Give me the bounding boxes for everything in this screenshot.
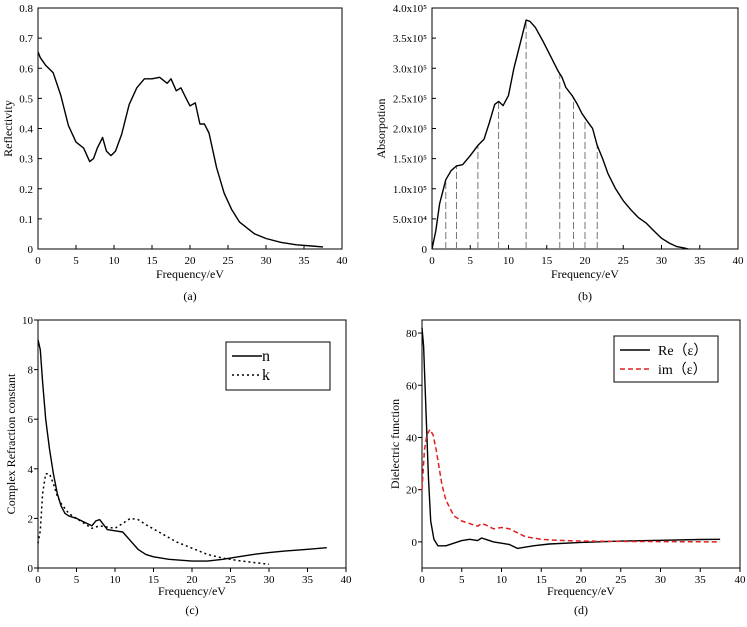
series-line-d-1 xyxy=(421,428,721,543)
x-tick-label: 5 xyxy=(459,574,465,586)
y-tick-label: 20 xyxy=(406,485,418,497)
chart-panel-b: 0 5 10 15 20 25 30 35 40 0 5.0x10⁴ 1.0x10⁵ 1.5x10⁵ 2.… xyxy=(374,3,744,303)
x-tick-label: 20 xyxy=(185,255,197,267)
x-tick-label: 20 xyxy=(580,255,592,267)
x-tick-label: 10 xyxy=(110,574,122,586)
y-tick-label: 10 xyxy=(22,315,34,327)
x-tick-label: 0 xyxy=(35,574,41,586)
y-tick-label: 1.0x10⁵ xyxy=(393,184,427,196)
chart-panel-c: 0 5 10 15 20 25 30 35 40 0 2 4 6 8 10 Frequency/eV Compl… xyxy=(4,315,352,617)
panel-caption: (b) xyxy=(578,289,592,303)
y-tick-label: 0.1 xyxy=(19,214,33,226)
x-tick-label: 25 xyxy=(618,255,630,267)
x-tick-label: 25 xyxy=(225,574,237,586)
x-axis-title: Frequency/eV xyxy=(547,584,615,598)
x-tick-label: 30 xyxy=(264,574,276,586)
x-tick-label: 30 xyxy=(655,574,667,586)
y-tick-label: 0.5 xyxy=(19,93,33,105)
panel-caption: (d) xyxy=(574,603,588,617)
x-tick-label: 35 xyxy=(299,255,311,267)
y-tick-label: 1.5x10⁵ xyxy=(393,154,427,166)
y-tick-label: 0.2 xyxy=(19,184,33,196)
x-axis-title: Frequency/eV xyxy=(158,584,226,598)
legend-label: im（ε） xyxy=(658,362,707,378)
x-tick-label: 25 xyxy=(223,255,235,267)
panel-caption: (c) xyxy=(185,603,198,617)
x-tick-label: 40 xyxy=(733,255,745,267)
x-tick-label: 10 xyxy=(503,255,515,267)
y-axis-title: Complex Refraction constant xyxy=(4,373,18,514)
x-axis-title: Frequency/eV xyxy=(551,267,619,281)
legend-label: k xyxy=(262,367,270,384)
x-tick-label: 40 xyxy=(341,574,353,586)
y-tick-label: 0.8 xyxy=(19,3,33,15)
y-tick-label: 0.4 xyxy=(19,124,33,136)
x-tick-label: 25 xyxy=(615,574,627,586)
y-axis-title: Absorpotion xyxy=(374,99,388,159)
x-tick-label: 0 xyxy=(419,574,425,586)
y-axis-title: Reflectivity xyxy=(1,100,15,157)
x-tick-label: 5 xyxy=(74,574,80,586)
chart-panel-a: 0 5 10 15 20 25 30 35 40 0 0.1 0.2 0.3 0.4 0.5 0.6 0.7 0.… xyxy=(1,3,348,303)
x-tick-label: 40 xyxy=(735,574,747,586)
y-tick-label: 3.5x10⁵ xyxy=(393,33,427,45)
plot-frame xyxy=(37,7,343,250)
y-tick-label: 0.3 xyxy=(19,154,33,166)
x-tick-label: 35 xyxy=(694,255,706,267)
y-tick-label: 0 xyxy=(28,563,34,575)
x-axis-title: Frequency/eV xyxy=(156,267,224,281)
y-tick-label: 3.0x10⁵ xyxy=(393,63,427,75)
x-tick-label: 35 xyxy=(302,574,314,586)
x-tick-label: 30 xyxy=(261,255,273,267)
legend-box xyxy=(225,341,331,391)
y-tick-label: 2 xyxy=(28,513,34,525)
y-tick-label: 4 xyxy=(28,464,34,476)
x-tick-label: 30 xyxy=(656,255,668,267)
x-tick-label: 5 xyxy=(468,255,474,267)
y-tick-label: 6 xyxy=(28,414,34,426)
y-tick-label: 4.0x10⁵ xyxy=(393,3,427,15)
y-tick-label: 2.5x10⁵ xyxy=(393,93,427,105)
y-tick-label: 0 xyxy=(28,244,34,256)
x-tick-label: 10 xyxy=(109,255,121,267)
series-line-c-0 xyxy=(37,339,327,562)
y-tick-label: 80 xyxy=(406,328,418,340)
y-tick-label: 8 xyxy=(28,365,34,377)
x-tick-label: 20 xyxy=(187,574,199,586)
y-tick-label: 60 xyxy=(406,380,418,392)
x-tick-label: 35 xyxy=(695,574,707,586)
series-line-b-0 xyxy=(431,19,689,250)
series-line-a-0 xyxy=(37,51,324,248)
y-tick-label: 5.0x10⁴ xyxy=(393,214,427,226)
x-tick-label: 0 xyxy=(429,255,435,267)
x-tick-label: 15 xyxy=(148,574,160,586)
y-tick-label: 0.7 xyxy=(19,33,33,45)
legend-label: Re（ε） xyxy=(658,343,707,359)
legend-box xyxy=(613,335,719,383)
x-tick-label: 15 xyxy=(541,255,553,267)
legend-label: n xyxy=(262,348,270,365)
panel-caption: (a) xyxy=(183,289,196,303)
y-tick-label: 0.6 xyxy=(19,63,33,75)
x-tick-label: 15 xyxy=(536,574,548,586)
series-line-d-0 xyxy=(421,327,721,550)
series-line-c-1 xyxy=(37,473,270,566)
x-tick-label: 20 xyxy=(576,574,588,586)
x-tick-label: 5 xyxy=(73,255,79,267)
x-tick-label: 40 xyxy=(337,255,349,267)
y-tick-label: 0 xyxy=(412,537,418,549)
chart-panel-d: 0 5 10 15 20 25 30 35 40 0 20 40 60 80 Frequency/eV Die… xyxy=(388,319,747,617)
x-tick-label: 15 xyxy=(147,255,159,267)
y-tick-label: 40 xyxy=(406,432,418,444)
y-axis-title: Dielectric function xyxy=(388,399,402,489)
x-tick-label: 0 xyxy=(35,255,41,267)
y-tick-label: 2.0x10⁵ xyxy=(393,124,427,136)
x-tick-label: 10 xyxy=(496,574,508,586)
y-tick-label: 0 xyxy=(422,244,428,256)
